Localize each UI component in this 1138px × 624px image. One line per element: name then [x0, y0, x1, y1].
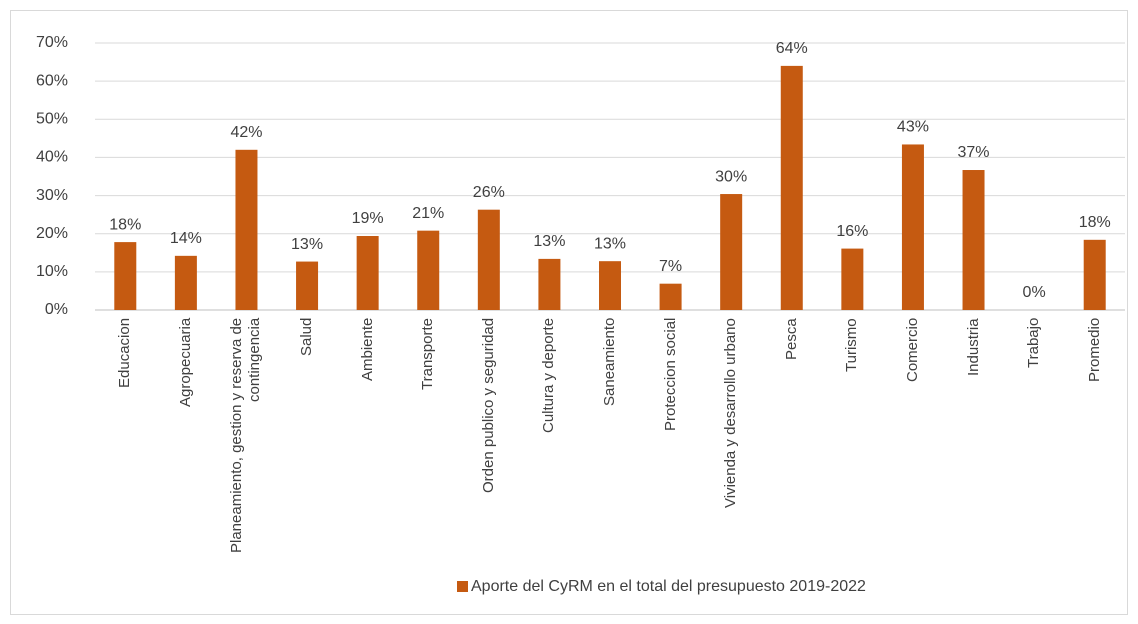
data-label: 18%	[1079, 214, 1111, 231]
data-label: 13%	[594, 235, 626, 252]
x-tick-label: Ambiente	[358, 318, 376, 382]
y-tick-label: 70%	[36, 34, 68, 51]
data-label: 19%	[352, 210, 384, 227]
y-tick-label: 50%	[36, 111, 68, 128]
chart-border	[10, 10, 1128, 615]
bar	[114, 242, 137, 310]
y-tick-label: 20%	[36, 225, 68, 242]
x-tick-label: Orden publico y seguridad	[479, 318, 497, 494]
x-tick-label: Cultura y deporte	[540, 318, 558, 434]
bar	[356, 236, 379, 310]
bar	[296, 261, 319, 310]
x-tick-label: Trabajo	[1025, 318, 1043, 369]
y-tick-label: 0%	[45, 301, 68, 318]
bar	[599, 261, 621, 310]
bar	[174, 255, 197, 310]
data-label: 7%	[659, 258, 682, 275]
y-tick-label: 10%	[36, 263, 68, 280]
x-tick-label: Planeamiento, gestion y reserva de conti…	[228, 318, 264, 554]
bar	[780, 65, 803, 310]
x-tick-label: Industria	[964, 318, 982, 376]
data-label: 14%	[170, 230, 202, 247]
bar	[538, 258, 561, 310]
bar	[417, 230, 440, 310]
bar	[659, 283, 682, 310]
x-tick-label: Turismo	[843, 318, 861, 372]
data-label: 21%	[412, 205, 444, 222]
x-tick-label: Comercio	[903, 318, 921, 383]
data-label: 43%	[897, 119, 929, 136]
y-tick-label: 60%	[36, 72, 68, 89]
x-tick-label: Proteccion social	[661, 318, 679, 432]
x-tick-label: Transporte	[419, 318, 437, 390]
data-label: 64%	[776, 40, 808, 57]
bar	[1083, 239, 1106, 310]
x-tick-label: Salud	[298, 318, 316, 357]
data-label: 13%	[291, 236, 323, 253]
data-label: 26%	[473, 184, 505, 201]
y-tick-label: 30%	[36, 187, 68, 204]
data-label: 37%	[958, 144, 990, 161]
x-tick-label: Vivienda y desarrollo urbano	[722, 318, 740, 508]
bar	[841, 248, 864, 310]
data-label: 30%	[715, 168, 747, 185]
x-tick-label: Promedio	[1085, 318, 1103, 383]
x-tick-label: Saneamiento	[601, 318, 618, 407]
bar	[720, 194, 743, 310]
data-label: 16%	[836, 223, 868, 240]
y-tick-label: 40%	[36, 149, 68, 166]
x-tick-label: Agropecuaria	[176, 318, 194, 408]
data-label: 42%	[230, 124, 262, 141]
x-tick-label: Educacion	[116, 318, 134, 389]
data-label: 18%	[109, 216, 141, 233]
data-label: 0%	[1023, 284, 1046, 301]
bar	[901, 144, 924, 310]
legend-label: Aporte del CyRM en el total del presupue…	[471, 578, 866, 595]
x-tick-label: Pesca	[782, 318, 800, 360]
bar	[477, 209, 500, 310]
data-label: 13%	[533, 233, 565, 250]
legend-swatch	[457, 581, 468, 592]
bar	[235, 149, 258, 310]
bar	[962, 170, 985, 310]
